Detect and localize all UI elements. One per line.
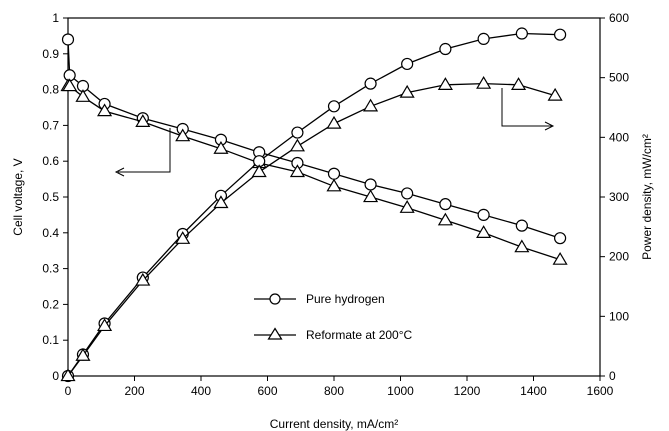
arrow-to-right-axis <box>501 88 555 131</box>
point-hydrogen-left <box>401 187 414 200</box>
point-reformate-left <box>135 114 151 127</box>
legend-triangle-marker <box>267 327 283 340</box>
point-hydrogen-left <box>477 208 490 221</box>
point-hydrogen-right <box>439 42 452 56</box>
x-tick-label: 1400 <box>520 384 547 398</box>
x-tick-label: 1000 <box>387 384 414 398</box>
point-reformate-left <box>514 239 530 253</box>
y-left-axis-ticks: 0 0.1 0.2 0.3 0.4 0.5 0.6 0.7 0.8 0.9 1 <box>42 11 68 383</box>
legend: Pure hydrogen Reformate at 200°C <box>254 292 413 342</box>
y-right-axis-ticks: 0 100 200 300 400 500 600 <box>600 11 629 383</box>
point-hydrogen-left <box>439 198 452 211</box>
y-left-tick-label: 0.2 <box>42 297 59 311</box>
point-hydrogen-right <box>553 28 567 41</box>
point-hydrogen-left <box>553 232 567 245</box>
point-reformate-right <box>135 272 151 286</box>
y-right-tick-label: 200 <box>609 250 629 264</box>
legend-circle-marker <box>269 293 281 305</box>
y-right-tick-label: 300 <box>609 190 629 204</box>
x-tick-label: 0 <box>65 384 72 398</box>
point-hydrogen-right <box>401 57 414 71</box>
y-right-axis-title: Power density, mW/cm² <box>640 134 654 260</box>
point-hydrogen-right <box>364 77 377 90</box>
point-reformate-right <box>97 318 113 332</box>
y-right-tick-label: 600 <box>609 11 629 25</box>
point-hydrogen-left <box>515 219 528 232</box>
point-reformate-right <box>547 87 563 101</box>
point-reformate-right <box>399 84 415 98</box>
point-reformate-left <box>97 103 113 117</box>
y-left-tick-label: 0.7 <box>42 118 59 132</box>
point-reformate-left <box>62 78 78 92</box>
plot-frame <box>67 17 601 377</box>
x-tick-label: 600 <box>257 384 277 398</box>
point-reformate-left <box>399 200 415 213</box>
point-reformate-left <box>476 225 492 238</box>
y-right-tick-label: 500 <box>609 71 629 85</box>
arrow-to-left-axis <box>114 128 171 177</box>
point-hydrogen-left <box>327 167 341 180</box>
y-right-tick-label: 0 <box>609 369 616 383</box>
point-hydrogen-right <box>327 100 341 113</box>
x-tick-label: 400 <box>191 384 211 398</box>
y-left-tick-label: 0.8 <box>42 83 59 97</box>
y-left-tick-label: 0.5 <box>42 190 59 204</box>
x-axis-title: Current density, mA/cm² <box>270 417 398 431</box>
x-tick-label: 1600 <box>587 384 614 398</box>
point-reformate-left <box>552 251 568 265</box>
series-line-hydrogen-left <box>67 39 561 239</box>
y-left-tick-label: 0.3 <box>42 262 59 276</box>
x-tick-label: 800 <box>324 384 344 398</box>
point-reformate-right <box>326 115 342 129</box>
legend-label-pure-hydrogen: Pure hydrogen <box>306 292 385 306</box>
x-tick-label: 1200 <box>454 384 481 398</box>
point-reformate-right <box>60 368 76 382</box>
point-hydrogen-left <box>364 178 377 191</box>
point-reformate-left <box>75 89 91 102</box>
y-left-tick-label: 1 <box>52 11 59 25</box>
point-reformate-right <box>213 195 229 209</box>
point-hydrogen-right <box>291 126 304 139</box>
y-left-tick-label: 0 <box>52 369 59 383</box>
point-reformate-left <box>326 178 342 192</box>
point-reformate-right <box>175 231 191 244</box>
point-reformate-right <box>251 164 267 178</box>
point-reformate-right <box>75 348 91 361</box>
point-hydrogen-left <box>61 33 75 46</box>
y-left-tick-label: 0.1 <box>42 333 59 347</box>
x-tick-label: 200 <box>124 384 144 398</box>
y-left-tick-label: 0.9 <box>42 47 59 61</box>
point-reformate-left <box>175 128 191 142</box>
y-left-tick-label: 0.6 <box>42 154 59 168</box>
point-hydrogen-right <box>477 32 490 45</box>
point-reformate-left <box>363 189 379 203</box>
point-reformate-left <box>437 212 453 226</box>
point-reformate-right <box>476 75 492 89</box>
point-reformate-left <box>213 140 229 154</box>
point-reformate-right <box>437 77 453 90</box>
point-hydrogen-right <box>515 27 528 40</box>
point-reformate-right <box>289 138 305 152</box>
series-line-reformate-left <box>68 85 561 261</box>
point-reformate-left <box>289 164 305 178</box>
point-reformate-right <box>363 98 379 112</box>
legend-label-reformate: Reformate at 200°C <box>306 328 413 342</box>
y-left-axis-title: Cell voltage, V <box>11 158 25 235</box>
series-layer <box>60 27 568 383</box>
x-axis-ticks: 0 200 400 600 800 1000 1200 1400 1600 <box>65 376 614 398</box>
point-reformate-right <box>510 77 527 90</box>
y-right-tick-label: 400 <box>609 130 629 144</box>
y-left-tick-label: 0.4 <box>42 226 59 240</box>
y-right-tick-label: 100 <box>609 309 629 323</box>
